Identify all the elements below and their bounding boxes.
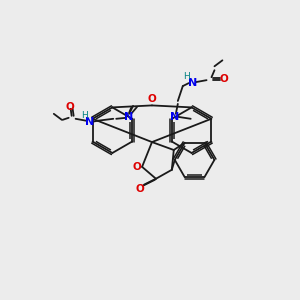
Text: O: O bbox=[148, 94, 156, 104]
Text: N: N bbox=[188, 78, 197, 88]
Text: O: O bbox=[136, 184, 145, 194]
Text: O: O bbox=[219, 74, 228, 84]
Text: H: H bbox=[81, 111, 88, 120]
Text: O: O bbox=[65, 102, 74, 112]
Text: O: O bbox=[132, 162, 141, 172]
Text: H: H bbox=[183, 72, 190, 81]
Text: N: N bbox=[124, 112, 134, 122]
Text: N: N bbox=[170, 112, 179, 122]
Text: N: N bbox=[85, 117, 94, 127]
